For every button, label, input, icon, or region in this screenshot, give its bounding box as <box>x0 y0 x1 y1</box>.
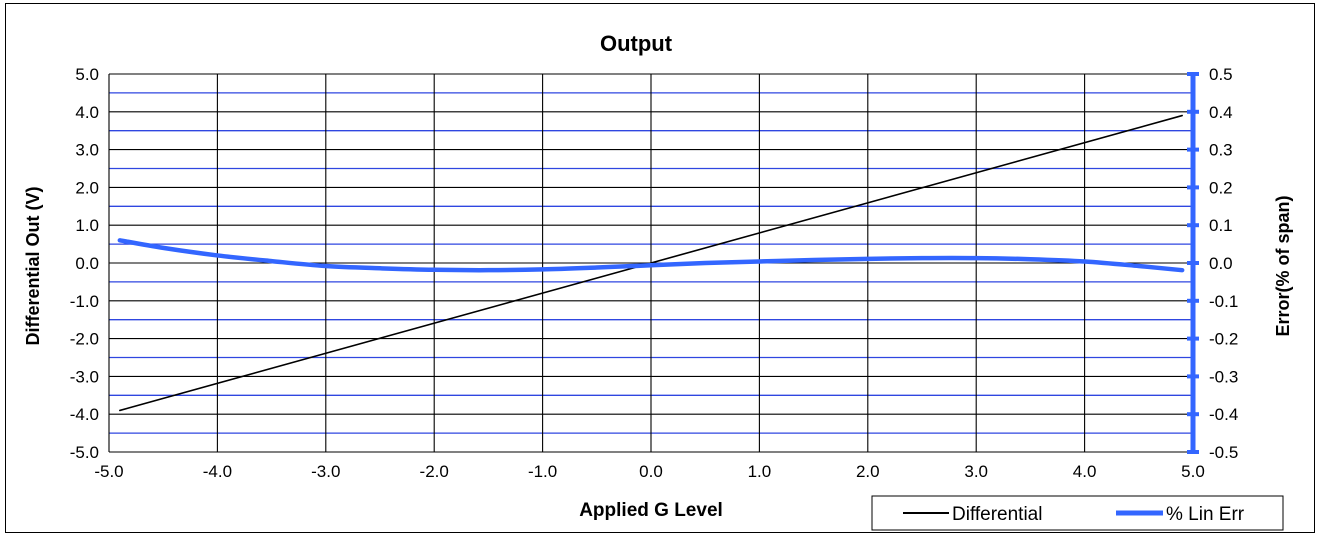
legend-lin-err-label: % Lin Err <box>1166 504 1245 525</box>
x-tick-label: 2.0 <box>856 462 880 481</box>
x-tick-label: -2.0 <box>420 462 449 481</box>
y-tick-label: -5.0 <box>70 443 99 462</box>
output-chart: Output 5.0 4.0 3.0 2.0 1.0 0.0 -1.0 -2.0 -3.0 -4.… <box>23 31 1293 531</box>
x-tick-label: -1.0 <box>528 462 557 481</box>
y-tick-label: 2.0 <box>75 178 99 197</box>
y2-tick-label: -0.1 <box>1209 292 1238 311</box>
y-tick-label: 3.0 <box>75 141 99 160</box>
grid-layer <box>108 73 1194 453</box>
y2-tick-label: -0.5 <box>1209 443 1238 462</box>
x-tick-label: 4.0 <box>1073 462 1097 481</box>
y-tick-label: 1.0 <box>75 216 99 235</box>
x-tick-label: 3.0 <box>964 462 988 481</box>
y-tick-label: 4.0 <box>75 103 99 122</box>
y2-tick-label: -0.4 <box>1209 405 1238 424</box>
series-line-lin-err <box>117 238 1185 273</box>
x-axis-label: Applied G Level <box>579 500 723 521</box>
x-tick-label: 0.0 <box>639 462 663 481</box>
y2-tick-label: 0.2 <box>1209 178 1233 197</box>
y-tick-label: 0.0 <box>75 254 99 273</box>
x-tick-label: -3.0 <box>311 462 340 481</box>
y2-axis-label: Error(% of span) <box>1273 195 1293 336</box>
x-tick-label: 5.0 <box>1181 462 1205 481</box>
x-tick-label: -5.0 <box>94 462 123 481</box>
series-layer <box>117 114 1185 412</box>
y2-tick-label: 0.0 <box>1209 254 1233 273</box>
series-line-differential <box>119 114 1183 412</box>
y-tick-label: -3.0 <box>70 367 99 386</box>
legend: Differential % Lin Err <box>871 495 1284 531</box>
y-tick-label: -1.0 <box>70 292 99 311</box>
y2-tick-label: -0.2 <box>1209 330 1238 349</box>
chart-title: Output <box>600 31 673 56</box>
y2-tick-label: 0.3 <box>1209 141 1233 160</box>
axis-layer: 5.0 4.0 3.0 2.0 1.0 0.0 -1.0 -2.0 -3.0 -4.0 -5.0-5… <box>70 65 1239 481</box>
y2-tick-label: 0.1 <box>1209 216 1233 235</box>
y-tick-label: -2.0 <box>70 330 99 349</box>
chart-frame: Output 5.0 4.0 3.0 2.0 1.0 0.0 -1.0 -2.0 -3.0 -4.… <box>5 3 1315 533</box>
legend-differential-label: Differential <box>952 504 1042 525</box>
y-tick-label: -4.0 <box>70 405 99 424</box>
y2-tick-label: 0.5 <box>1209 65 1233 84</box>
y2-tick-label: -0.3 <box>1209 367 1238 386</box>
x-tick-label: 1.0 <box>748 462 772 481</box>
x-tick-label: -4.0 <box>203 462 232 481</box>
y-tick-label: 5.0 <box>75 65 99 84</box>
y2-tick-label: 0.4 <box>1209 103 1233 122</box>
y-axis-label: Differential Out (V) <box>23 186 43 345</box>
